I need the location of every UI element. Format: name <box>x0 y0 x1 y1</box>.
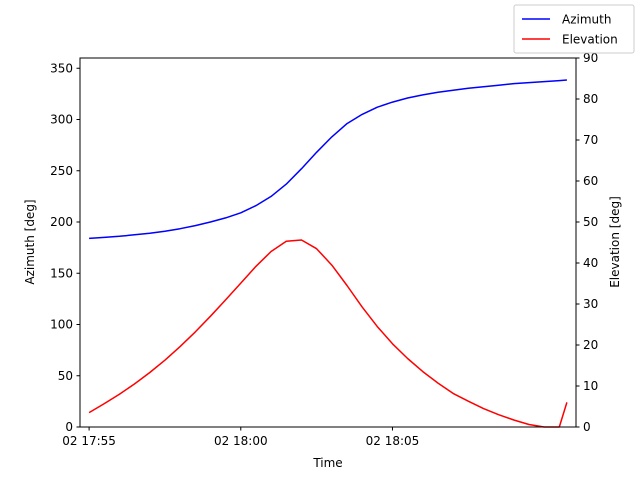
legend: Azimuth Elevation <box>513 4 635 54</box>
legend-azimuth-label: Azimuth <box>562 13 611 27</box>
right-tick-label: 0 <box>583 420 591 434</box>
x-axis: 02 17:55 02 18:00 02 18:05 <box>62 427 419 448</box>
right-tick-label: 80 <box>583 92 598 106</box>
series-line-elevation <box>88 239 568 428</box>
right-tick-label: 10 <box>583 379 598 393</box>
left-tick-label: 300 <box>50 113 73 127</box>
left-tick-label: 350 <box>50 61 73 75</box>
left-tick-label: 100 <box>50 318 73 332</box>
right-tick-label: 30 <box>583 297 598 311</box>
left-axis-label: Azimuth [deg] <box>23 199 37 284</box>
right-tick-label: 20 <box>583 338 598 352</box>
left-tick-label: 50 <box>58 369 73 383</box>
right-tick-label: 50 <box>583 215 598 229</box>
legend-frame <box>513 4 635 54</box>
left-axis: 0 50 100 150 200 250 300 350 <box>50 61 80 434</box>
legend-elevation-label: Elevation <box>562 33 618 47</box>
right-tick-label: 60 <box>583 174 598 188</box>
left-tick-label: 250 <box>50 164 73 178</box>
x-tick-label: 02 18:05 <box>366 434 420 448</box>
x-axis-label: Time <box>312 456 342 470</box>
plot-lines <box>88 79 568 428</box>
left-tick-label: 0 <box>65 420 73 434</box>
right-axis-label: Elevation [deg] <box>608 196 622 288</box>
right-axis: 0 10 20 30 40 50 60 70 80 90 <box>576 51 598 434</box>
right-tick-label: 70 <box>583 133 598 147</box>
right-tick-label: 40 <box>583 256 598 270</box>
series-line-azimuth <box>89 79 567 240</box>
left-tick-label: 200 <box>50 215 73 229</box>
right-tick-label: 90 <box>583 51 598 65</box>
left-tick-label: 150 <box>50 266 73 280</box>
x-tick-label: 02 17:55 <box>62 434 116 448</box>
x-tick-label: 02 18:00 <box>214 434 268 448</box>
plot-frame <box>79 57 577 428</box>
